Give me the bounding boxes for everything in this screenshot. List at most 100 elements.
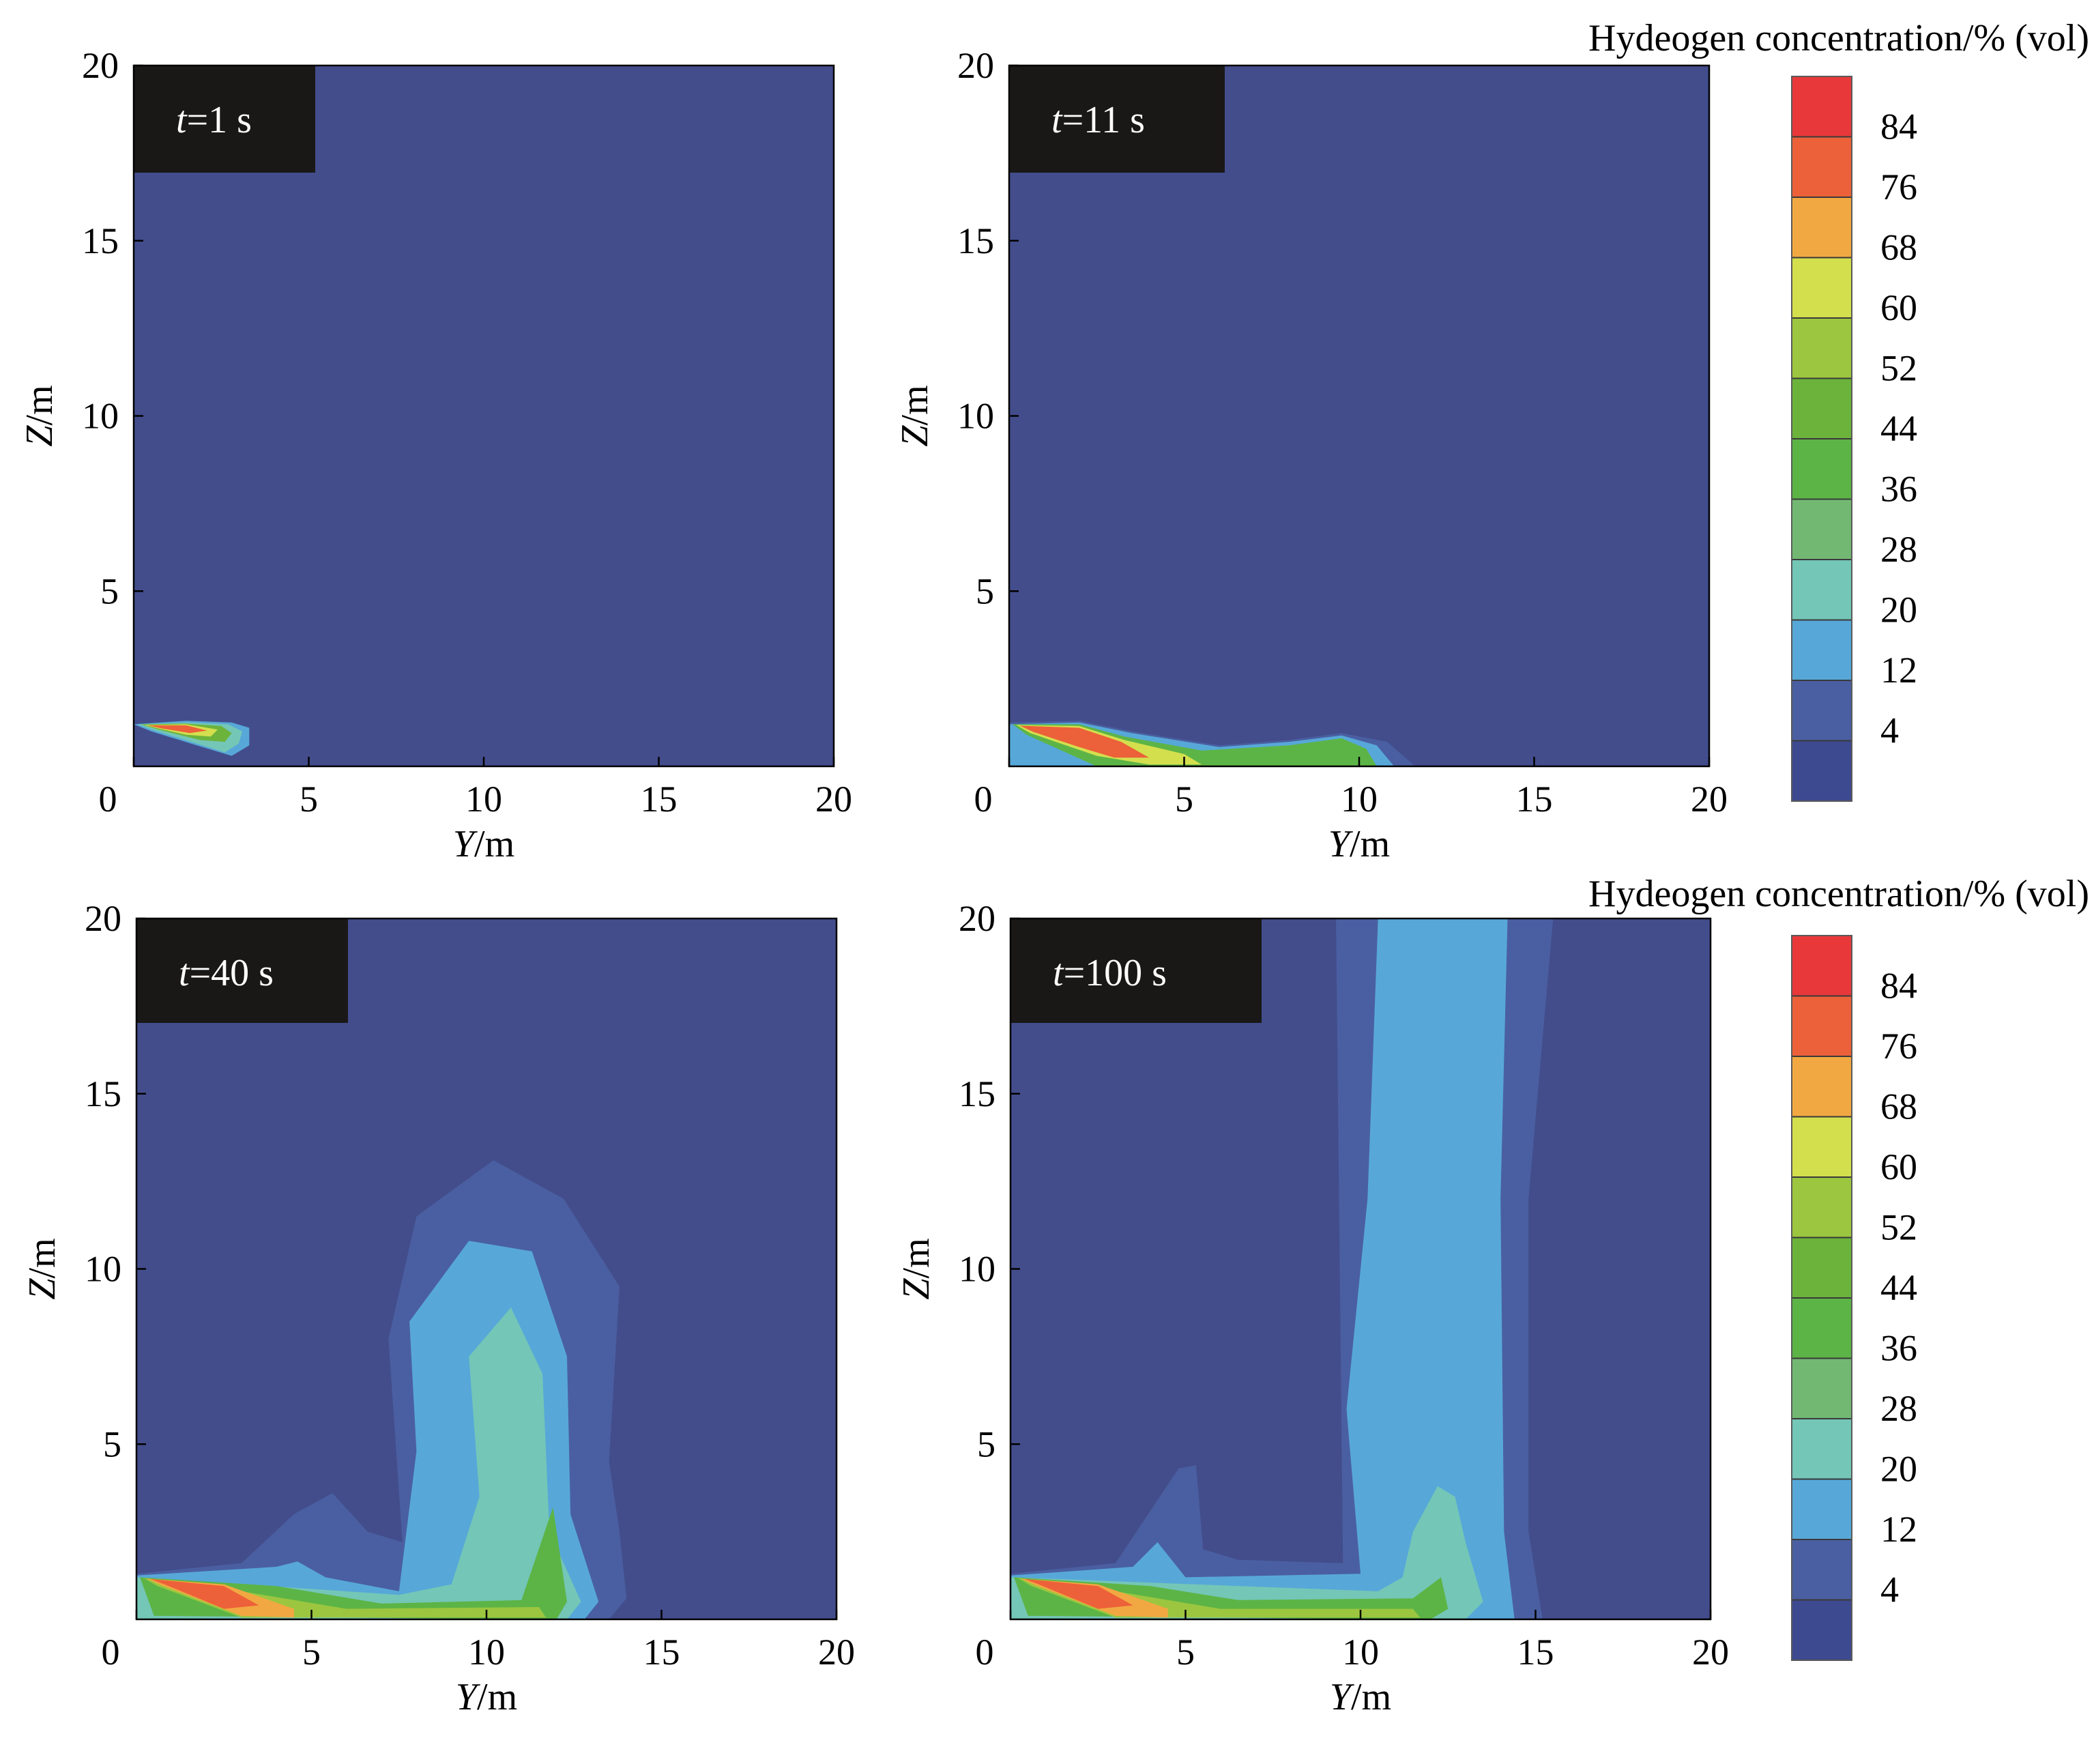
colorbar-band-68 — [1792, 257, 1852, 318]
time-symbol: t — [179, 952, 190, 994]
time-symbol: t — [176, 99, 188, 141]
colorbar-label: 68 — [1880, 227, 1917, 268]
colorbar-band-20 — [1792, 1479, 1852, 1539]
y-axis-unit: /m — [894, 385, 936, 425]
contour-region-84 — [1024, 1578, 1133, 1609]
contour-region-20 — [1010, 919, 1515, 1619]
x-axis-symbol: Y — [456, 1676, 481, 1718]
contour-region-84 — [147, 725, 207, 734]
colorbar-label: 20 — [1880, 590, 1917, 631]
colorbar-label: 12 — [1880, 1509, 1917, 1550]
colorbar-band-20 — [1792, 620, 1852, 680]
colorbar-bottom: Hydeogen concentration/% (vol) 84 76 68 60 52… — [1588, 873, 2089, 1661]
y-tick-label: 5 — [976, 570, 994, 611]
x-tick-label: 0 — [99, 779, 117, 820]
time-label: t=11 s — [1051, 99, 1145, 141]
colorbar-band-36 — [1792, 499, 1852, 560]
colorbar-label: 12 — [1880, 650, 1917, 691]
colorbar-label: 68 — [1880, 1086, 1917, 1127]
colorbar-label: 28 — [1880, 529, 1917, 570]
y-axis-unit: /m — [21, 1238, 63, 1278]
x-tick-label: 15 — [1517, 1632, 1554, 1673]
colorbar-frame — [1791, 76, 1852, 802]
x-tick-label: 20 — [818, 1632, 855, 1673]
colorbar-label: 52 — [1880, 348, 1917, 389]
colorbar-band-36 — [1792, 1358, 1852, 1419]
contour-layers — [134, 721, 250, 756]
colorbar-frame — [1791, 935, 1852, 1661]
colorbar-label: 36 — [1880, 1328, 1917, 1369]
time-symbol: t — [1051, 99, 1063, 141]
colorbar-label: 76 — [1880, 167, 1917, 207]
time-label: t=1 s — [176, 99, 252, 141]
y-tick-label: 15 — [959, 1073, 995, 1114]
x-tick-label: 5 — [302, 1632, 321, 1673]
x-tick-label: 15 — [643, 1632, 680, 1673]
x-axis-unit: /m — [1351, 1676, 1391, 1718]
colorbar-band-44 — [1792, 439, 1852, 500]
x-axis-label: Y/m — [453, 823, 514, 865]
x-axis-symbol: Y — [1330, 1676, 1355, 1718]
colorbar-band-12 — [1792, 1539, 1852, 1600]
x-tick-label: 0 — [976, 1632, 994, 1673]
colorbar-label: 60 — [1880, 287, 1917, 328]
colorbar-title: Hydeogen concentration/% (vol) — [1588, 873, 2089, 915]
x-tick-label: 10 — [1341, 779, 1378, 820]
x-axis-label: Y/m — [456, 1676, 517, 1718]
colorbar-label: 84 — [1880, 106, 1917, 147]
y-axis-symbol: Z — [895, 1278, 937, 1300]
colorbar-band-52 — [1792, 1237, 1852, 1298]
x-axis-label: Y/m — [1328, 823, 1390, 865]
y-axis-label: Z/m — [894, 385, 936, 446]
colorbar-label: 44 — [1880, 408, 1917, 449]
x-axis-symbol: Y — [453, 823, 478, 865]
colorbar-band-84 — [1792, 136, 1852, 197]
y-tick-label: 20 — [85, 898, 121, 939]
y-axis-symbol: Z — [18, 425, 61, 447]
colorbar-band-4 — [1792, 740, 1852, 801]
x-axis-unit: /m — [477, 1676, 517, 1718]
colorbar-label: 4 — [1880, 710, 1899, 751]
y-axis-label: Z/m — [21, 1238, 63, 1299]
time-label-box — [1010, 919, 1262, 1023]
x-tick-label: 15 — [1516, 779, 1553, 820]
contour-region-44 — [140, 1507, 568, 1619]
contour-layers — [1010, 919, 1554, 1619]
y-axis-symbol: Z — [21, 1278, 63, 1300]
time-symbol: t — [1053, 952, 1064, 994]
time-label-box — [136, 919, 348, 1023]
y-axis-label: Z/m — [895, 1238, 937, 1299]
colorbar-label: 52 — [1880, 1207, 1917, 1248]
x-axis-unit: /m — [1350, 823, 1390, 865]
time-label: t=100 s — [1053, 952, 1167, 994]
x-tick-label: 5 — [1176, 1632, 1195, 1673]
contour-region-28 — [136, 1307, 581, 1619]
colorbar-band-12 — [1792, 680, 1852, 741]
time-value: =100 s — [1064, 952, 1167, 994]
y-tick-label: 15 — [82, 220, 119, 261]
time-label-box — [134, 66, 315, 173]
time-value: =11 s — [1062, 99, 1145, 141]
x-tick-label: 15 — [641, 779, 678, 820]
y-tick-label: 20 — [957, 45, 994, 86]
x-tick-label: 20 — [1691, 779, 1728, 820]
y-axis-label: Z/m — [18, 385, 61, 446]
y-tick-label: 20 — [959, 898, 995, 939]
x-tick-label: 10 — [468, 1632, 505, 1673]
x-tick-label: 5 — [1175, 779, 1193, 820]
contour-layers — [1009, 721, 1416, 766]
time-value: =40 s — [190, 952, 274, 994]
plot-background — [1009, 66, 1709, 766]
y-tick-label: 5 — [100, 570, 119, 611]
colorbar-title: Hydeogen concentration/% (vol) — [1588, 17, 2089, 59]
x-tick-label: 5 — [300, 779, 318, 820]
colorbar-label: 4 — [1880, 1570, 1899, 1610]
colorbar-band-60 — [1792, 1177, 1852, 1238]
colorbar-band-84 — [1792, 996, 1852, 1056]
colorbar-band-60 — [1792, 318, 1852, 379]
y-tick-label: 15 — [85, 1073, 121, 1114]
y-tick-label: 10 — [957, 396, 994, 437]
y-tick-label: 5 — [977, 1423, 995, 1464]
